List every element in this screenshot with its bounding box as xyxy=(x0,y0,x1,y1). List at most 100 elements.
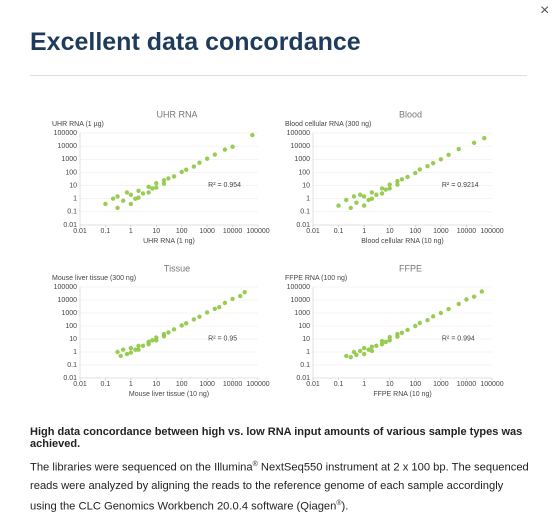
caption-heading: High data concordance between high vs. l… xyxy=(30,426,523,450)
x-tick-label: 10000 xyxy=(223,228,243,235)
annotation: R² = 0.954 xyxy=(208,182,241,189)
y-tick-label: 0.1 xyxy=(300,209,310,216)
point xyxy=(146,341,151,347)
point xyxy=(383,339,388,345)
point xyxy=(133,347,138,352)
y-tick-label: 10000 xyxy=(291,297,311,304)
point xyxy=(115,349,120,355)
x-tick-label: 10 xyxy=(386,381,394,388)
point xyxy=(166,330,171,335)
point xyxy=(413,170,418,176)
point xyxy=(128,350,134,355)
x-axis-label: UHR RNA (1 ng) xyxy=(143,238,195,245)
point xyxy=(238,293,243,299)
y-tick-label: 100 xyxy=(298,169,310,176)
point xyxy=(351,349,357,355)
point xyxy=(379,341,385,347)
x-tick-label: 100000 xyxy=(480,381,503,388)
point xyxy=(217,304,222,310)
text: ). xyxy=(341,500,349,513)
point xyxy=(387,338,392,343)
y-tick-label: 1 xyxy=(73,349,77,356)
y-tick-label: 1 xyxy=(73,196,77,203)
point xyxy=(417,167,422,172)
point xyxy=(115,205,120,211)
y-tick-label: 0.01 xyxy=(63,222,77,229)
y-tick-label: 100000 xyxy=(287,130,310,137)
point xyxy=(357,348,363,354)
point xyxy=(387,186,392,191)
point xyxy=(136,188,141,194)
close-button[interactable]: × xyxy=(540,2,550,19)
x-tick-label: 0.1 xyxy=(101,381,111,388)
point xyxy=(150,186,155,191)
point xyxy=(361,351,367,357)
point xyxy=(146,184,151,190)
x-tick-label: 100000 xyxy=(480,228,503,235)
point xyxy=(379,338,385,344)
point xyxy=(140,191,146,196)
point xyxy=(128,345,134,351)
caption-body: The libraries were sequenced on the Illu… xyxy=(30,456,530,515)
x-tick-label: 100 xyxy=(176,381,188,388)
y-tick-label: 0.01 xyxy=(296,222,310,229)
point xyxy=(446,152,451,157)
point xyxy=(146,190,151,195)
point xyxy=(128,192,134,197)
y-axis-label: Mouse liver tissue (300 ng) xyxy=(52,275,136,282)
y-tick-label: 0.01 xyxy=(63,375,77,382)
point xyxy=(399,177,405,182)
y-tick-label: 100 xyxy=(65,169,77,176)
point xyxy=(387,334,392,340)
x-tick-label: 10 xyxy=(152,228,160,235)
point xyxy=(482,136,487,141)
point xyxy=(374,192,379,197)
point xyxy=(456,146,461,152)
y-tick-label: 10 xyxy=(69,182,77,189)
point xyxy=(361,345,367,351)
point xyxy=(369,190,375,195)
y-tick-label: 1 xyxy=(306,349,310,356)
point xyxy=(212,152,217,157)
x-tick-label: 100 xyxy=(409,228,421,235)
y-tick-label: 10000 xyxy=(291,143,311,150)
point xyxy=(369,196,375,201)
y-tick-label: 1 xyxy=(306,196,310,203)
x-axis-label: FFPE RNA (10 ng) xyxy=(373,391,431,398)
point xyxy=(230,144,235,149)
point xyxy=(191,164,197,169)
point xyxy=(222,147,228,152)
point xyxy=(161,334,167,339)
point xyxy=(369,348,375,354)
y-axis-label: UHR RNA (1 µg) xyxy=(52,121,104,128)
point xyxy=(357,192,363,197)
point xyxy=(136,347,141,352)
chart-title: Blood xyxy=(399,109,422,119)
y-tick-label: 0.1 xyxy=(67,209,77,216)
point xyxy=(446,306,451,312)
x-tick-label: 0.1 xyxy=(334,228,344,235)
point xyxy=(464,297,469,302)
x-tick-label: 1000 xyxy=(199,228,215,235)
point xyxy=(344,353,349,359)
point xyxy=(417,320,422,326)
point xyxy=(110,196,116,201)
caption: High data concordance between high vs. l… xyxy=(30,426,530,515)
point xyxy=(171,327,177,332)
point xyxy=(212,306,217,312)
point xyxy=(430,314,436,319)
x-tick-label: 10000 xyxy=(223,381,243,388)
point xyxy=(179,169,184,175)
x-tick-label: 0.01 xyxy=(73,381,87,388)
point xyxy=(230,296,235,302)
chart-title: UHR RNA xyxy=(156,109,197,119)
point xyxy=(399,330,405,335)
point xyxy=(140,343,146,348)
x-axis-label: Blood cellular RNA (10 ng) xyxy=(361,238,444,245)
point xyxy=(395,334,400,339)
x-tick-label: 10000 xyxy=(457,381,477,388)
point xyxy=(361,203,367,208)
x-tick-label: 10 xyxy=(386,228,394,235)
y-tick-label: 1000 xyxy=(294,310,310,317)
